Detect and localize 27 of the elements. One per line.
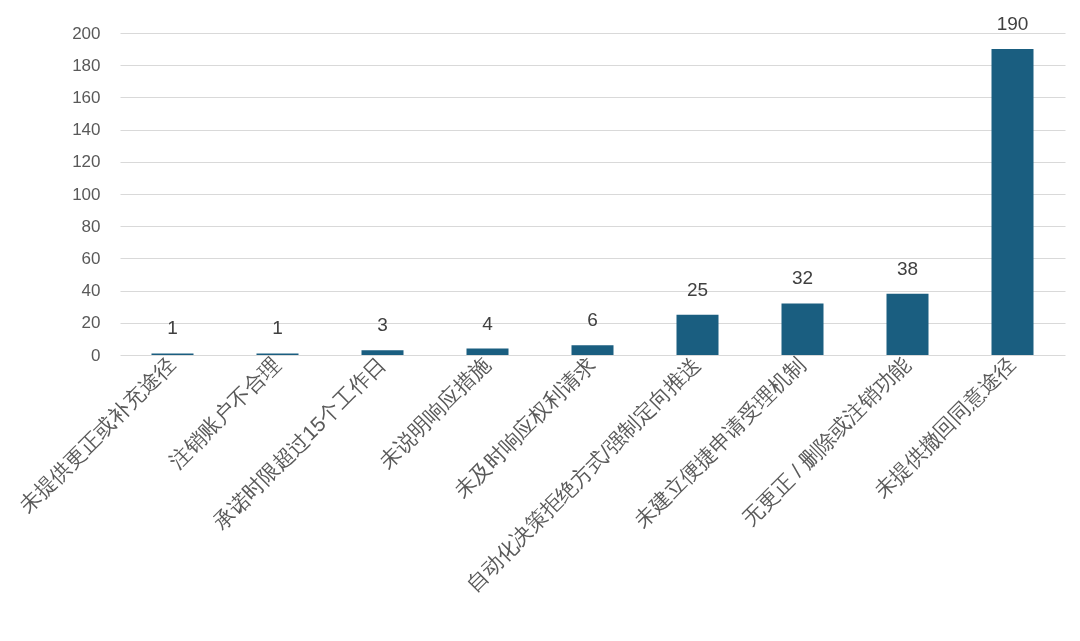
data-label: 3 <box>377 314 388 336</box>
y-tick-label: 200 <box>72 23 101 43</box>
bar <box>886 293 929 355</box>
bar <box>466 348 509 355</box>
y-tick-label: 60 <box>81 248 101 268</box>
data-label: 38 <box>896 257 919 279</box>
y-tick-label: 80 <box>81 216 101 236</box>
bar <box>676 314 719 355</box>
data-label: 1 <box>272 317 283 339</box>
data-label: 1 <box>167 317 178 339</box>
y-tick-label: 180 <box>72 55 101 75</box>
data-label: 25 <box>686 278 709 300</box>
data-label: 6 <box>587 309 598 331</box>
y-tick-label: 0 <box>91 345 101 365</box>
bar <box>361 350 404 355</box>
data-label: 32 <box>791 267 814 289</box>
data-label: 190 <box>996 13 1029 35</box>
y-tick-label: 40 <box>81 281 101 301</box>
bar <box>991 49 1034 355</box>
y-tick-label: 20 <box>81 313 101 333</box>
bar <box>571 345 614 355</box>
y-tick-label: 140 <box>72 120 101 140</box>
y-tick-label: 120 <box>72 152 101 172</box>
y-tick-label: 160 <box>72 87 101 107</box>
y-tick-label: 100 <box>72 184 101 204</box>
bar <box>781 303 824 355</box>
data-label: 4 <box>482 312 494 334</box>
